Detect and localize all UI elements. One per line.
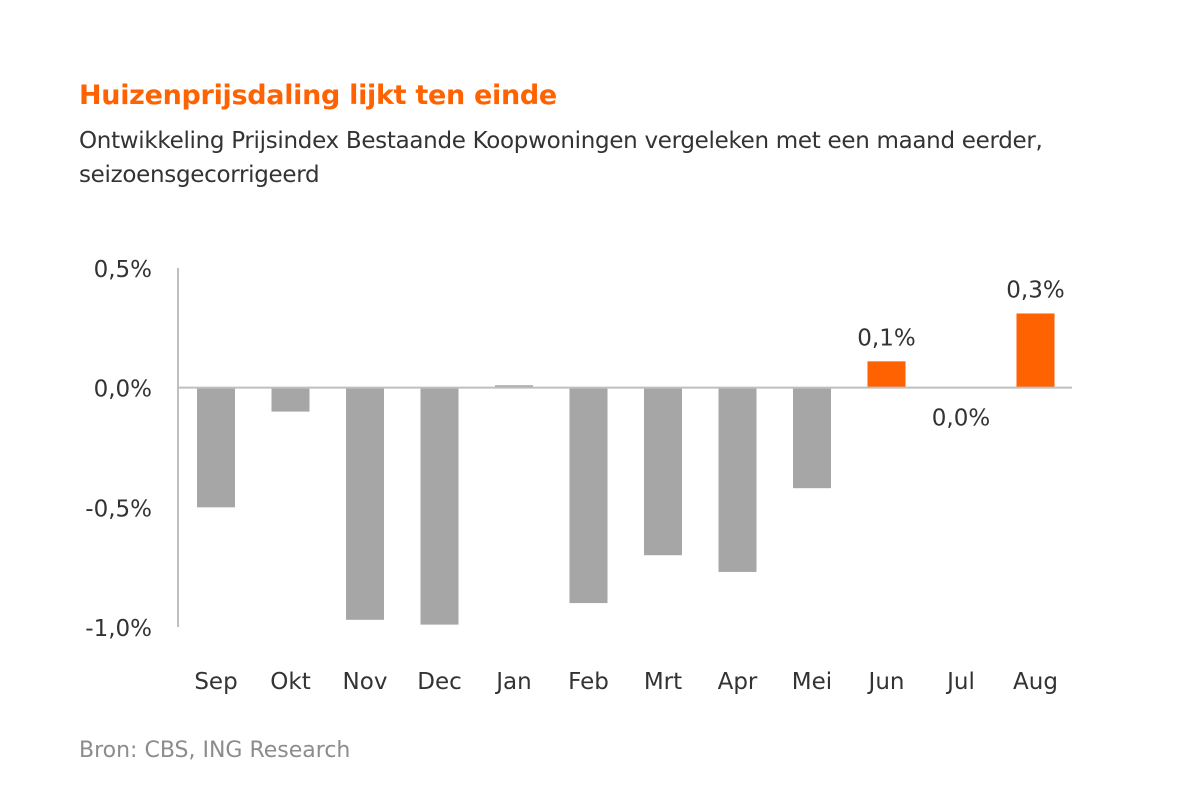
bar-apr <box>718 387 757 572</box>
y-tick-label: -0,5% <box>85 496 152 522</box>
x-tick-label: Jan <box>494 669 531 695</box>
x-tick-label: Apr <box>718 669 758 695</box>
x-tick-label: Mei <box>792 669 832 695</box>
bar-aug <box>1016 313 1055 388</box>
y-tick-label: 0,5% <box>94 257 152 283</box>
bar-mrt <box>644 387 682 556</box>
x-tick-label: Sep <box>194 669 237 695</box>
x-tick-label: Nov <box>343 669 388 695</box>
data-label: 0,0% <box>932 406 990 432</box>
x-tick-label: Okt <box>270 669 310 695</box>
x-tick-label: Jul <box>945 669 975 695</box>
y-tick-label: -1,0% <box>85 616 152 642</box>
data-label: 0,3% <box>1006 277 1064 303</box>
y-tick-label: 0,0% <box>94 377 152 403</box>
x-tick-label: Mrt <box>644 669 682 695</box>
bar-jan <box>495 385 533 388</box>
bar-okt <box>271 387 310 412</box>
x-tick-label: Jun <box>867 669 905 695</box>
chart-title: Huizenprijsdaling lijkt ten einde <box>79 80 557 111</box>
bar-feb <box>569 387 608 604</box>
bar-mei <box>793 387 831 489</box>
chart-subtitle: Ontwikkeling Prijsindex Bestaande Koopwo… <box>79 128 1043 188</box>
bar-nov <box>346 387 384 620</box>
data-label: 0,1% <box>857 325 915 351</box>
bar-sep <box>197 387 235 508</box>
bar-jun <box>867 361 906 388</box>
x-tick-label: Aug <box>1013 669 1058 695</box>
bar-dec <box>420 387 459 625</box>
x-tick-label: Feb <box>568 669 609 695</box>
source-note: Bron: CBS, ING Research <box>79 738 351 763</box>
x-tick-label: Dec <box>417 669 462 695</box>
